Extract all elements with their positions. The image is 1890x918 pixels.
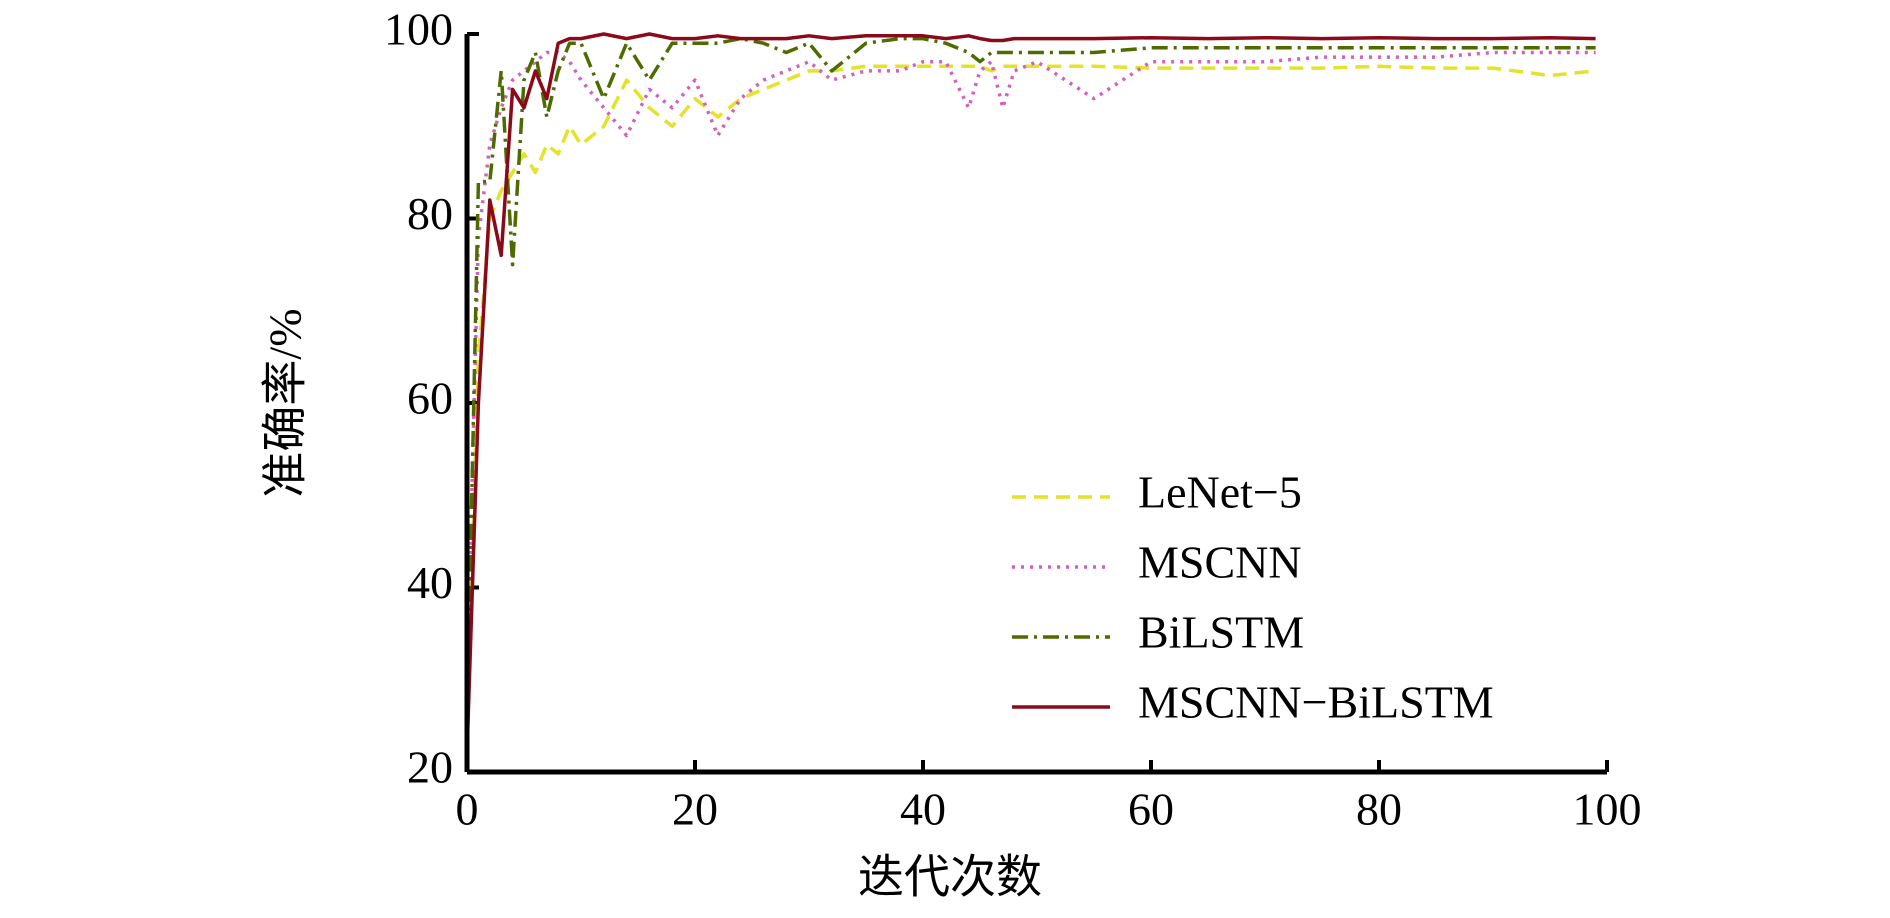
y-tick-label: 20 (407, 742, 453, 793)
x-axis-title: 迭代次数 (858, 852, 1042, 903)
x-tick-label: 80 (1356, 784, 1402, 835)
y-axis-title: 准确率/% (260, 308, 311, 497)
y-tick-label: 100 (384, 4, 453, 55)
x-tick-label: 100 (1573, 784, 1642, 835)
y-tick-label: 40 (407, 557, 453, 608)
legend-label: MSCNN−BiLSTM (1138, 677, 1494, 728)
legend-label: MSCNN (1138, 537, 1302, 588)
series-line (465, 36, 1596, 726)
x-tick-label: 20 (672, 784, 718, 835)
y-tick-label: 80 (407, 188, 453, 239)
series-line (465, 50, 1596, 680)
x-tick-label: 0 (456, 784, 479, 835)
x-tick-label: 60 (1128, 784, 1174, 835)
x-tick-label: 40 (900, 784, 946, 835)
y-tick-label: 60 (407, 373, 453, 424)
series-line (465, 64, 1596, 726)
series-line (465, 32, 1596, 754)
legend-label: LeNet−5 (1138, 467, 1302, 518)
legend-label: BiLSTM (1138, 607, 1304, 658)
